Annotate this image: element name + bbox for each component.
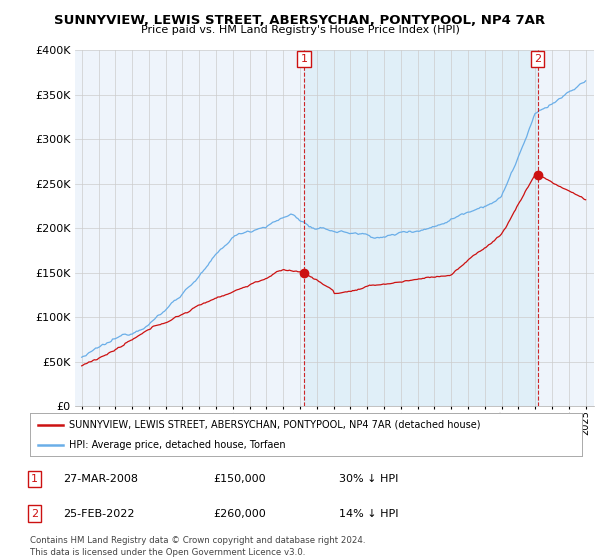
Bar (304, 50, 538, 406)
Text: 1: 1 (301, 54, 307, 64)
Text: 2: 2 (534, 54, 541, 64)
Text: 2: 2 (31, 508, 38, 519)
Text: 14% ↓ HPI: 14% ↓ HPI (339, 508, 398, 519)
Text: SUNNYVIEW, LEWIS STREET, ABERSYCHAN, PONTYPOOL, NP4 7AR: SUNNYVIEW, LEWIS STREET, ABERSYCHAN, PON… (55, 14, 545, 27)
Text: 27-MAR-2008: 27-MAR-2008 (63, 474, 138, 484)
Text: 25-FEB-2022: 25-FEB-2022 (63, 508, 134, 519)
Text: Contains HM Land Registry data © Crown copyright and database right 2024.
This d: Contains HM Land Registry data © Crown c… (30, 536, 365, 557)
Text: 1: 1 (31, 474, 38, 484)
Text: HPI: Average price, detached house, Torfaen: HPI: Average price, detached house, Torf… (68, 441, 285, 450)
Text: Price paid vs. HM Land Registry's House Price Index (HPI): Price paid vs. HM Land Registry's House … (140, 25, 460, 35)
Text: 30% ↓ HPI: 30% ↓ HPI (339, 474, 398, 484)
Text: £150,000: £150,000 (213, 474, 266, 484)
Text: SUNNYVIEW, LEWIS STREET, ABERSYCHAN, PONTYPOOL, NP4 7AR (detached house): SUNNYVIEW, LEWIS STREET, ABERSYCHAN, PON… (68, 419, 480, 430)
Text: £260,000: £260,000 (213, 508, 266, 519)
